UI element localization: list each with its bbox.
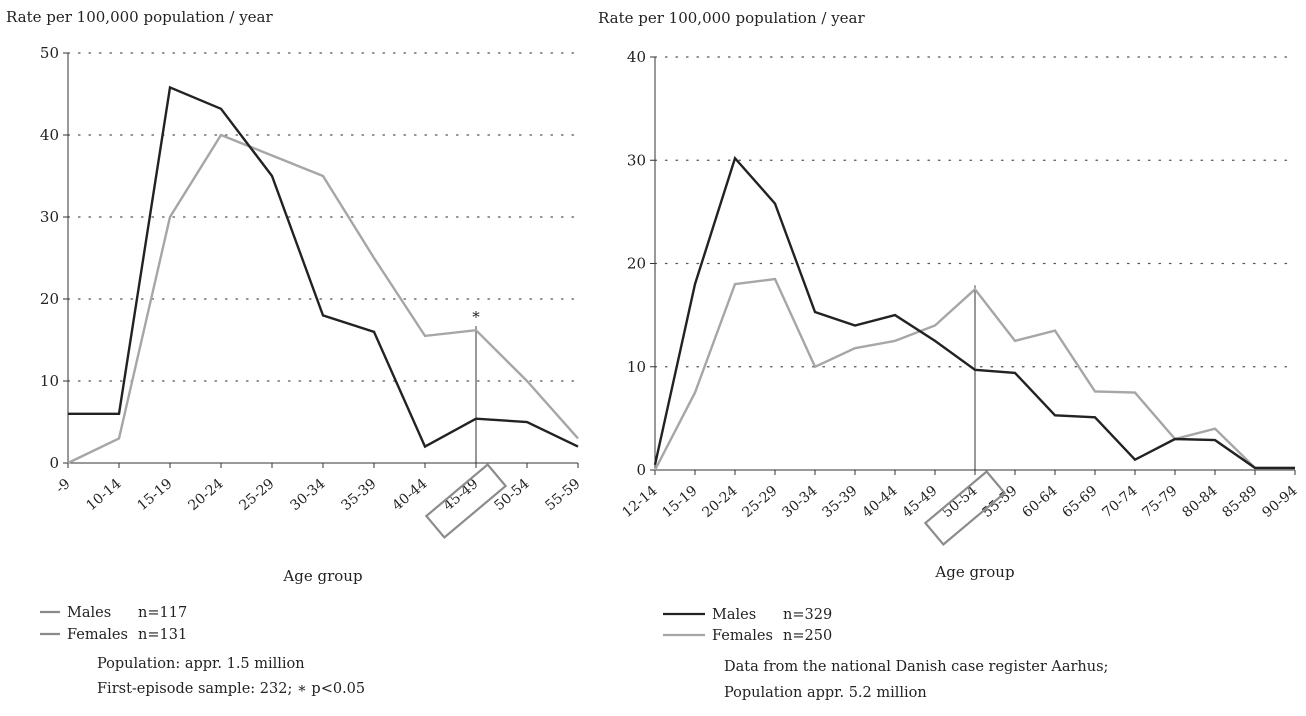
y-tick-label: 0 [49,454,59,472]
highlight-box [424,463,508,539]
legend-count: n=117 [138,605,187,621]
y-tick-label: 30 [627,151,646,169]
y-tick-label: 40 [40,126,59,144]
significance-marker: * [472,308,480,326]
x-tick-label: 80-84 [1179,483,1220,521]
x-tick-label: 25-29 [236,476,277,514]
y-tick-label: 0 [636,461,646,479]
legend-count: n=131 [138,627,187,643]
x-axis-title: Age group [282,567,362,585]
legend-label: Males [712,607,756,623]
x-tick-label: 20-24 [185,476,226,514]
x-tick-label: 75-79 [1139,483,1180,521]
x-tick-label: 10-14 [83,476,124,514]
x-tick-label: 12-14 [619,483,660,521]
x-tick-label: 50-54 [491,476,532,514]
highlight-box [923,470,1007,546]
x-tick-label: 35-39 [819,483,860,521]
x-tick-label: 30-34 [779,483,820,521]
x-tick-label: 15-19 [134,476,175,514]
x-tick-label: 50-54 [939,483,980,521]
x-tick-label: 85-89 [1219,483,1260,521]
x-axis-title: Age group [934,563,1014,581]
x-tick-label: 60-64 [1019,483,1060,521]
x-tick-label: 55-59 [542,476,583,514]
y-tick-label: 10 [627,358,646,376]
x-tick-label: 40-44 [389,476,430,514]
legend-label: Males [67,605,111,621]
y-tick-label: 20 [40,290,59,308]
legend-count: n=329 [783,607,832,623]
series-line-males [68,85,579,449]
x-tick-label: 65-69 [1059,483,1100,521]
footnote: Population appr. 5.2 million [724,685,927,701]
x-tick-label: 30-34 [287,476,328,514]
footnote: First-episode sample: 232; ∗ p<0.05 [97,681,365,697]
x-tick-label: 70-74 [1099,483,1140,521]
legend-label: Females [712,628,773,644]
x-tick-label: 35-39 [338,476,379,514]
y-axis-label: Rate per 100,000 population / year [6,8,274,26]
footnote: Data from the national Danish case regis… [724,659,1108,675]
x-tick-label: -9 [53,476,74,497]
series-line-females [67,133,579,465]
y-tick-label: 10 [40,372,59,390]
legend-count: n=250 [783,628,832,644]
series-line-males [653,155,1295,470]
x-tick-label: 40-44 [859,483,900,521]
x-tick-label: 45-49 [440,476,481,514]
x-tick-label: 25-29 [739,483,780,521]
legend-label: Females [67,627,128,643]
y-axis-label: Rate per 100,000 population / year [598,9,866,27]
y-tick-label: 30 [40,208,59,226]
y-tick-label: 40 [627,48,646,66]
series-line-females [653,277,1295,471]
footnote: Population: appr. 1.5 million [97,656,305,672]
x-tick-label: 15-19 [659,483,700,521]
x-tick-label: 20-24 [699,483,740,521]
x-tick-label: 90-94 [1259,483,1300,521]
y-tick-label: 50 [40,44,59,62]
y-tick-label: 20 [627,255,646,273]
